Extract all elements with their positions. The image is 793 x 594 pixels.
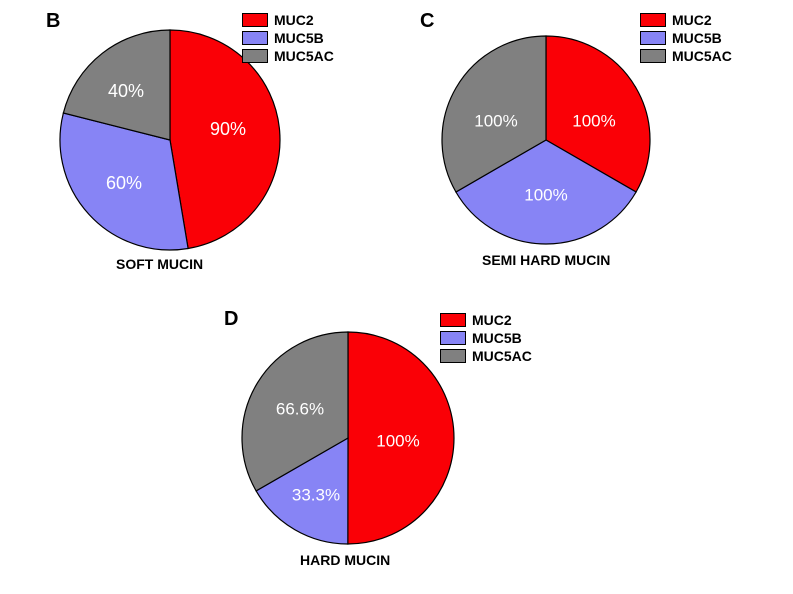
- legend-swatch: [440, 313, 466, 327]
- legend-label: MUC5B: [672, 30, 722, 46]
- legend-item: MUC5AC: [440, 348, 532, 364]
- slice-label: 40%: [108, 81, 144, 101]
- legend-label: MUC5AC: [274, 48, 334, 64]
- panel-letter: C: [420, 10, 434, 33]
- panel-letter: D: [224, 308, 238, 331]
- legend-label: MUC2: [672, 12, 712, 28]
- legend-label: MUC5AC: [472, 348, 532, 364]
- legend-swatch: [440, 331, 466, 345]
- slice-label: 100%: [572, 111, 615, 130]
- legend-item: MUC5B: [440, 330, 532, 346]
- legend-swatch: [640, 31, 666, 45]
- legend-label: MUC5B: [472, 330, 522, 346]
- panel-caption: SOFT MUCIN: [116, 256, 203, 272]
- legend-item: MUC2: [242, 12, 334, 28]
- panel-b: B MUC2 MUC5B MUC5AC 90% 60% 40% SOFT MUCIN: [20, 0, 410, 290]
- legend-item: MUC2: [640, 12, 732, 28]
- legend-label: MUC5AC: [672, 48, 732, 64]
- legend-label: MUC5B: [274, 30, 324, 46]
- pie-chart: 100% 33.3% 66.6%: [218, 300, 608, 590]
- legend-swatch: [640, 13, 666, 27]
- panel-c: C MUC2 MUC5B MUC5AC 100% 100% 100% SEMI HARD MU…: [418, 0, 788, 290]
- panel-d: D MUC2 MUC5B MUC5AC 100% 33.3% 66.6% HARD MUCIN: [218, 300, 608, 590]
- legend-swatch: [440, 349, 466, 363]
- panel-caption: SEMI HARD MUCIN: [482, 252, 610, 268]
- legend: MUC2 MUC5B MUC5AC: [440, 312, 532, 366]
- legend-item: MUC5B: [242, 30, 334, 46]
- slice-label: 100%: [474, 111, 517, 130]
- legend-label: MUC2: [274, 12, 314, 28]
- legend-swatch: [242, 49, 268, 63]
- legend-label: MUC2: [472, 312, 512, 328]
- pie-chart: 90% 60% 40%: [20, 0, 410, 290]
- slice-label: 66.6%: [276, 399, 324, 418]
- slice-label: 100%: [524, 185, 567, 204]
- slice-label: 90%: [210, 119, 246, 139]
- figure-canvas: { "colors": { "muc2": "#fa0006", "muc5b"…: [0, 0, 793, 594]
- legend-item: MUC5AC: [242, 48, 334, 64]
- legend-swatch: [640, 49, 666, 63]
- legend: MUC2 MUC5B MUC5AC: [242, 12, 334, 66]
- slice-label: 60%: [106, 173, 142, 193]
- legend-swatch: [242, 31, 268, 45]
- legend-item: MUC5AC: [640, 48, 732, 64]
- legend-swatch: [242, 13, 268, 27]
- legend-item: MUC5B: [640, 30, 732, 46]
- pie-chart: 100% 100% 100%: [418, 0, 788, 290]
- slice-label: 100%: [376, 431, 419, 450]
- legend-item: MUC2: [440, 312, 532, 328]
- panel-caption: HARD MUCIN: [300, 552, 390, 568]
- legend: MUC2 MUC5B MUC5AC: [640, 12, 732, 66]
- panel-letter: B: [46, 10, 60, 33]
- slice-label: 33.3%: [292, 485, 340, 504]
